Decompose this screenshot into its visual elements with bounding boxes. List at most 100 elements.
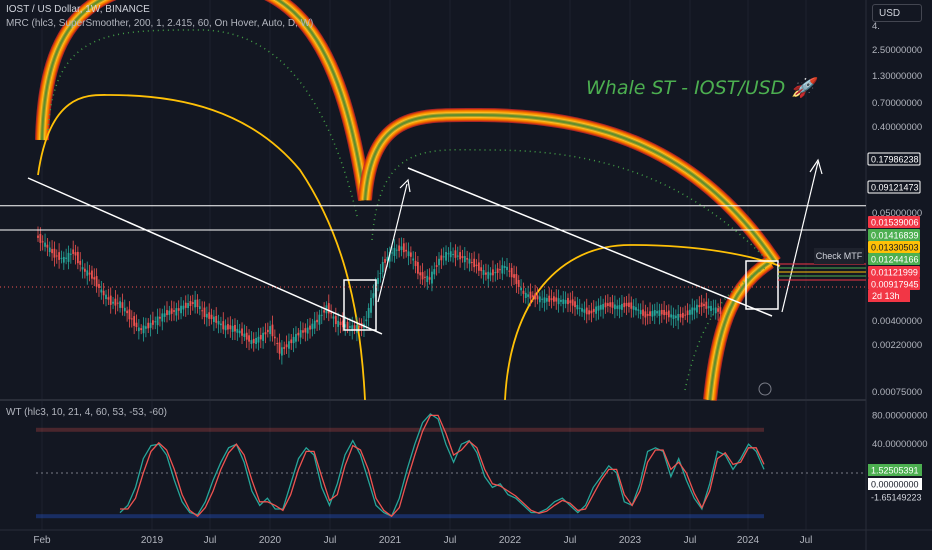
x-tick-label: Jul xyxy=(204,535,217,546)
candle-body xyxy=(224,325,227,331)
candle-body xyxy=(503,265,506,268)
candle-body xyxy=(543,297,546,303)
price-label-box xyxy=(868,253,920,265)
candle-body xyxy=(681,312,684,318)
candle-body xyxy=(306,327,309,334)
candle-body xyxy=(515,274,518,284)
candle-body xyxy=(194,299,197,308)
candle-body xyxy=(421,272,424,280)
candle-body xyxy=(74,252,77,256)
x-tick-label: Jul xyxy=(564,535,577,546)
candle-body xyxy=(168,310,171,315)
candle-body xyxy=(271,324,274,337)
candle-body xyxy=(55,255,58,257)
candle-body xyxy=(334,316,337,325)
candle-body xyxy=(703,303,705,306)
candle-body xyxy=(660,309,663,315)
candle-body xyxy=(557,298,560,305)
candle-body xyxy=(391,252,394,254)
candle-body xyxy=(710,305,712,311)
candle-body xyxy=(48,247,51,252)
candle-body xyxy=(696,304,698,313)
candle-body xyxy=(667,310,670,318)
candle-body xyxy=(285,344,288,348)
mrc-mean-line xyxy=(37,94,366,401)
x-tick-label: 2021 xyxy=(379,535,402,546)
candle-body xyxy=(95,276,98,287)
candle-body xyxy=(454,250,457,258)
candle-body xyxy=(381,261,384,273)
candle-body xyxy=(553,296,555,302)
candle-body xyxy=(424,276,426,278)
candle-body xyxy=(302,330,304,333)
candle-body xyxy=(126,310,129,314)
candle-body xyxy=(705,301,708,309)
currency-button[interactable]: USD xyxy=(872,4,922,22)
candle-body xyxy=(693,307,696,311)
candle-body xyxy=(628,302,630,307)
candle-body xyxy=(592,308,595,312)
candle-body xyxy=(358,326,361,328)
highlight-box-1 xyxy=(343,279,377,331)
candle-body xyxy=(616,305,619,309)
price-label-text: 0.17986238 xyxy=(871,155,919,165)
wt-y-tick-label: 80.00000000 xyxy=(872,410,927,421)
price-label-text: 0.09121473 xyxy=(871,183,919,193)
candle-body xyxy=(367,307,370,318)
candle-body xyxy=(564,300,567,304)
candle-body xyxy=(337,320,340,327)
y-tick-label: 2.50000000 xyxy=(872,45,922,56)
candle-body xyxy=(658,310,661,316)
candle-body xyxy=(468,258,471,264)
candle-body xyxy=(161,313,164,322)
candle-body xyxy=(144,326,147,329)
candle-body xyxy=(649,311,651,316)
price-label-box xyxy=(867,152,921,166)
candle-body xyxy=(461,256,464,259)
wt-value-label-text: 1.52505391 xyxy=(871,466,919,476)
candle-body xyxy=(133,316,136,326)
candle-body xyxy=(318,314,321,325)
symbol-legend: IOST / US Dollar, 1W, BINANCE xyxy=(6,4,150,15)
x-tick-label: 2022 xyxy=(499,535,522,546)
candle-body xyxy=(245,332,248,340)
candle-body xyxy=(646,314,649,316)
check-mtf-label: Check MTF xyxy=(814,248,864,264)
candle-body xyxy=(182,305,185,310)
candle-body xyxy=(276,342,279,344)
candle-body xyxy=(210,314,213,320)
candle-body xyxy=(166,310,168,316)
y-tick-label: 0.40000000 xyxy=(872,122,922,133)
price-label-box xyxy=(867,180,921,194)
candle-body xyxy=(234,324,236,332)
candle-body xyxy=(100,289,103,293)
wt-overbought-band xyxy=(36,427,764,432)
candles xyxy=(37,226,722,365)
y-tick-label: 0.05000000 xyxy=(872,208,922,219)
wt-fast-line xyxy=(119,413,765,518)
candle-body xyxy=(348,326,351,328)
candle-body xyxy=(717,308,719,312)
candle-body xyxy=(574,301,576,308)
candle-body xyxy=(205,313,208,318)
candle-body xyxy=(431,271,433,284)
candle-body xyxy=(473,258,476,268)
candle-body xyxy=(292,336,295,344)
candle-body xyxy=(447,253,450,255)
candle-body xyxy=(604,302,607,308)
candle-body xyxy=(229,325,232,330)
candle-body xyxy=(698,305,701,308)
candle-body xyxy=(320,314,323,316)
candle-body xyxy=(353,325,356,330)
candle-body xyxy=(674,315,677,318)
candle-body xyxy=(597,305,600,311)
candle-body xyxy=(41,241,44,243)
candle-body xyxy=(496,268,499,273)
candle-body xyxy=(39,233,42,243)
candle-body xyxy=(46,244,49,248)
candle-body xyxy=(198,306,201,310)
candle-body xyxy=(588,310,590,315)
candle-body xyxy=(409,252,412,257)
candle-body xyxy=(438,258,440,266)
candle-body xyxy=(613,304,616,310)
